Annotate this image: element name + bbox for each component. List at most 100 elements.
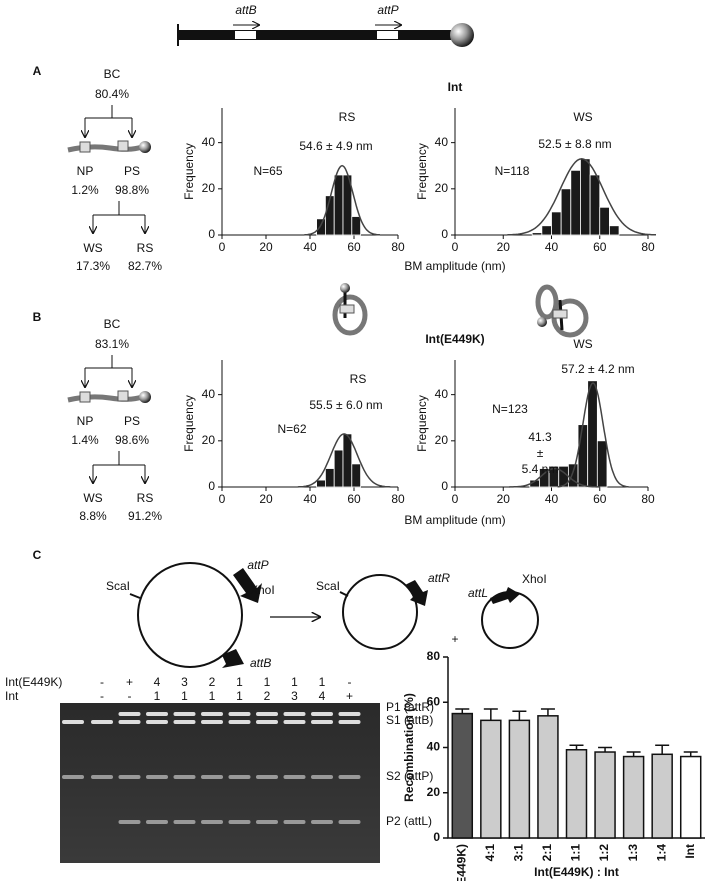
enzyme-label: XhoI bbox=[522, 572, 547, 586]
site-label: attR bbox=[428, 571, 450, 585]
gel-lane-label: 4 bbox=[319, 689, 326, 703]
y-tick-label: 20 bbox=[202, 181, 216, 195]
tree-pct: 80.4% bbox=[95, 87, 129, 101]
bar bbox=[560, 188, 572, 236]
gel-band bbox=[228, 712, 251, 716]
gel-lane-label: 1 bbox=[291, 675, 298, 689]
y-tick-label: 40 bbox=[435, 387, 449, 401]
gel-band bbox=[201, 820, 223, 824]
dna-bar bbox=[178, 30, 458, 40]
gel-band bbox=[338, 712, 361, 716]
tree-label: BC bbox=[104, 67, 121, 81]
gel-band bbox=[256, 775, 278, 779]
gel-band bbox=[201, 775, 223, 779]
site-box bbox=[117, 140, 129, 152]
plus-sign: + bbox=[451, 632, 458, 646]
y-axis-label: Recombination (%) bbox=[402, 693, 416, 802]
bar bbox=[333, 449, 344, 488]
gel-band bbox=[201, 712, 223, 716]
gel-lane-label: 2 bbox=[264, 689, 271, 703]
bar bbox=[531, 232, 543, 236]
y-tick-label: 40 bbox=[427, 740, 441, 754]
panel-title: Int(E449K) bbox=[425, 332, 484, 346]
y-tick-label: 0 bbox=[441, 227, 448, 241]
annotation: N=62 bbox=[277, 422, 306, 436]
error-bar bbox=[626, 751, 641, 757]
top-diagram: attB attP bbox=[177, 3, 474, 47]
error-bar bbox=[483, 708, 498, 721]
x-axis-label: BM amplitude (nm) bbox=[404, 513, 505, 527]
tree-label: BC bbox=[104, 317, 121, 331]
tree-label: PS bbox=[124, 414, 140, 428]
site-label: attP bbox=[247, 558, 268, 572]
error-bar bbox=[569, 744, 584, 750]
gel-row-label: Int(E449K) bbox=[5, 675, 62, 689]
bar bbox=[609, 225, 620, 236]
fit-label: 57.2 ± 4.2 nm bbox=[561, 362, 634, 376]
gel-band bbox=[62, 720, 84, 724]
bar bbox=[333, 174, 344, 236]
y-tick-label: 0 bbox=[208, 479, 215, 493]
site-label: attL bbox=[468, 586, 488, 600]
gel-band bbox=[173, 720, 196, 724]
x-tick-label: 80 bbox=[391, 492, 405, 506]
tree-label: NP bbox=[77, 164, 94, 178]
x-tick-label: 0 bbox=[219, 240, 226, 254]
chart-title: WS bbox=[573, 110, 592, 124]
bar bbox=[587, 380, 598, 488]
tree-pct: 82.7% bbox=[128, 259, 162, 273]
x-tick-label: Int (E449K) bbox=[454, 844, 468, 881]
fit-curve bbox=[508, 467, 601, 488]
fit-label: 55.5 ± 6.0 nm bbox=[309, 398, 382, 412]
bar bbox=[580, 158, 591, 236]
tree-pct: 98.6% bbox=[115, 433, 149, 447]
dna-icon bbox=[67, 394, 143, 403]
gel-band bbox=[118, 775, 141, 779]
bar bbox=[316, 218, 326, 236]
enzyme-label: ScaI bbox=[316, 579, 340, 593]
site-box bbox=[377, 31, 398, 39]
x-tick-label: 20 bbox=[259, 492, 273, 506]
y-axis-label: Frequency bbox=[182, 395, 196, 452]
tree-branch bbox=[85, 355, 132, 369]
site-box bbox=[79, 141, 91, 153]
site-label: attB bbox=[250, 656, 271, 670]
gel-lane-label: 1 bbox=[181, 689, 188, 703]
band-label: P1 (attR) bbox=[386, 700, 434, 714]
chart-title: WS bbox=[573, 337, 592, 351]
axis bbox=[221, 360, 398, 488]
gel-lane-label: 1 bbox=[319, 675, 326, 689]
gel-band bbox=[338, 775, 361, 779]
tree-label: PS bbox=[124, 164, 140, 178]
x-tick-label: 4:1 bbox=[483, 844, 497, 862]
loop-icon bbox=[535, 284, 589, 338]
tree-pct: 98.8% bbox=[115, 183, 149, 197]
gel-band bbox=[118, 712, 141, 716]
gel-band bbox=[228, 775, 251, 779]
tree-pct: 83.1% bbox=[95, 337, 129, 351]
panel-letter: C bbox=[33, 548, 42, 562]
y-axis-label: Frequency bbox=[415, 143, 429, 200]
site-box bbox=[117, 390, 129, 402]
x-tick-label: 60 bbox=[593, 492, 607, 506]
y-tick-label: 20 bbox=[435, 433, 449, 447]
fit-label: 5.4 nm bbox=[522, 462, 559, 476]
gel-band bbox=[146, 720, 168, 724]
gel-band bbox=[146, 820, 168, 824]
fit-curve bbox=[557, 382, 629, 488]
tree-branch bbox=[93, 201, 145, 216]
site-box bbox=[79, 391, 91, 403]
x-tick-label: 2:1 bbox=[540, 844, 554, 862]
error-bar bbox=[540, 708, 555, 716]
error-bar bbox=[683, 751, 698, 757]
fit-label: 52.5 ± 8.8 nm bbox=[538, 137, 611, 151]
bead bbox=[139, 141, 151, 153]
tree-pct: 17.3% bbox=[76, 259, 110, 273]
fit-curve bbox=[507, 158, 656, 236]
y-axis-label: Frequency bbox=[182, 143, 196, 200]
gel-band bbox=[118, 720, 141, 724]
bar bbox=[565, 749, 588, 839]
bar bbox=[537, 715, 559, 839]
y-tick-label: 40 bbox=[202, 387, 216, 401]
x-tick-label: 40 bbox=[303, 240, 317, 254]
